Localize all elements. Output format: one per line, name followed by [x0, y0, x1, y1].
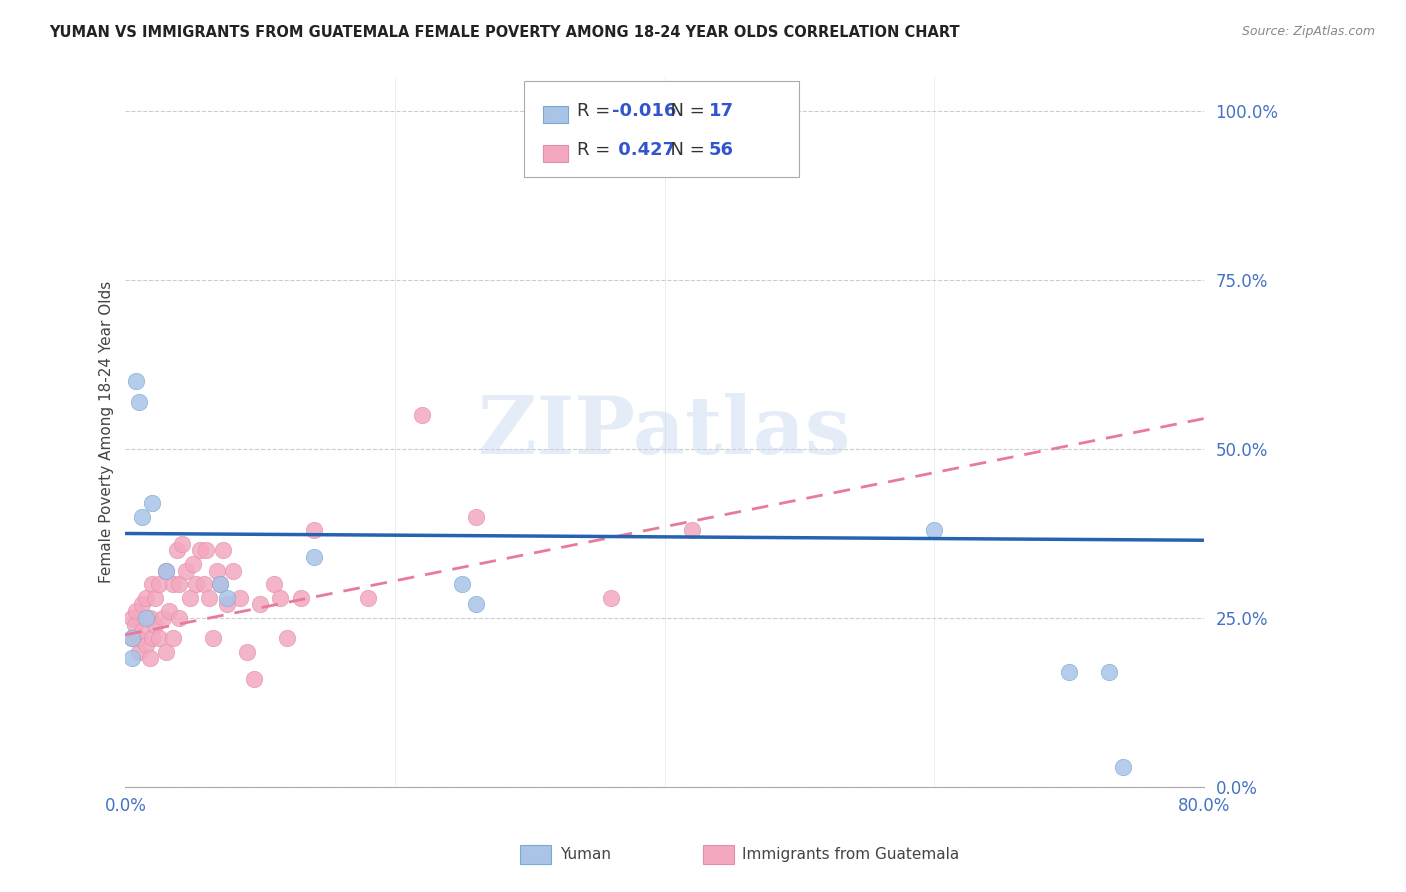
Text: Yuman: Yuman [560, 847, 610, 862]
Point [263, 577, 285, 591]
Point [202, 631, 225, 645]
Point [141, 496, 163, 510]
Point [125, 604, 148, 618]
Text: Source: ZipAtlas.com: Source: ZipAtlas.com [1241, 25, 1375, 38]
Point [169, 577, 191, 591]
Point [121, 631, 143, 645]
Point [121, 651, 143, 665]
Point [143, 591, 166, 605]
Point [148, 631, 170, 645]
Point [157, 604, 180, 618]
Text: 0.427: 0.427 [612, 141, 675, 159]
Point [236, 645, 259, 659]
Point [242, 672, 264, 686]
Point [135, 591, 157, 605]
Point [411, 409, 433, 423]
Point [121, 631, 143, 645]
Point [195, 543, 218, 558]
Point [922, 523, 945, 537]
Point [162, 577, 184, 591]
Point [681, 523, 703, 537]
Y-axis label: Female Poverty Among 18-24 Year Olds: Female Poverty Among 18-24 Year Olds [100, 281, 114, 583]
Point [131, 624, 153, 639]
Point [302, 550, 325, 565]
Point [128, 631, 150, 645]
Point [141, 631, 163, 645]
Point [599, 591, 621, 605]
Point [121, 611, 143, 625]
Point [166, 543, 188, 558]
Point [188, 543, 211, 558]
Point [302, 523, 325, 537]
Point [229, 591, 252, 605]
Point [269, 591, 291, 605]
Point [249, 598, 271, 612]
Point [464, 598, 486, 612]
Point [138, 651, 160, 665]
Point [1057, 665, 1080, 679]
Text: N =: N = [659, 103, 710, 120]
Point [152, 611, 174, 625]
Point [135, 611, 157, 625]
Point [205, 564, 228, 578]
Point [162, 631, 184, 645]
FancyBboxPatch shape [543, 106, 568, 122]
Point [211, 543, 233, 558]
FancyBboxPatch shape [543, 145, 568, 161]
Point [208, 577, 231, 591]
Text: R =: R = [576, 141, 616, 159]
Point [181, 557, 204, 571]
Point [131, 509, 153, 524]
Text: 17: 17 [709, 103, 734, 120]
Text: 56: 56 [709, 141, 734, 159]
Point [276, 631, 298, 645]
Text: N =: N = [659, 141, 710, 159]
Point [290, 591, 312, 605]
Point [128, 394, 150, 409]
Point [155, 564, 177, 578]
Point [148, 577, 170, 591]
Point [1112, 759, 1135, 773]
Point [143, 617, 166, 632]
Point [174, 564, 197, 578]
Point [128, 645, 150, 659]
Point [215, 598, 238, 612]
Text: R =: R = [576, 103, 616, 120]
Point [184, 577, 207, 591]
Point [155, 564, 177, 578]
Point [141, 577, 163, 591]
Point [208, 577, 231, 591]
Point [131, 598, 153, 612]
Point [451, 577, 474, 591]
Point [215, 591, 238, 605]
Text: ZIPatlas: ZIPatlas [478, 393, 851, 471]
Point [138, 611, 160, 625]
Point [169, 611, 191, 625]
Point [222, 564, 245, 578]
Text: -0.016: -0.016 [612, 103, 676, 120]
Point [198, 591, 221, 605]
Point [193, 577, 215, 591]
Point [172, 536, 194, 550]
Point [357, 591, 380, 605]
FancyBboxPatch shape [524, 81, 800, 177]
Point [464, 509, 486, 524]
Text: YUMAN VS IMMIGRANTS FROM GUATEMALA FEMALE POVERTY AMONG 18-24 YEAR OLDS CORRELAT: YUMAN VS IMMIGRANTS FROM GUATEMALA FEMAL… [49, 25, 960, 40]
Text: Immigrants from Guatemala: Immigrants from Guatemala [742, 847, 960, 862]
Point [155, 645, 177, 659]
Point [124, 617, 146, 632]
Point [179, 591, 201, 605]
Point [135, 638, 157, 652]
Point [125, 375, 148, 389]
Point [1098, 665, 1121, 679]
